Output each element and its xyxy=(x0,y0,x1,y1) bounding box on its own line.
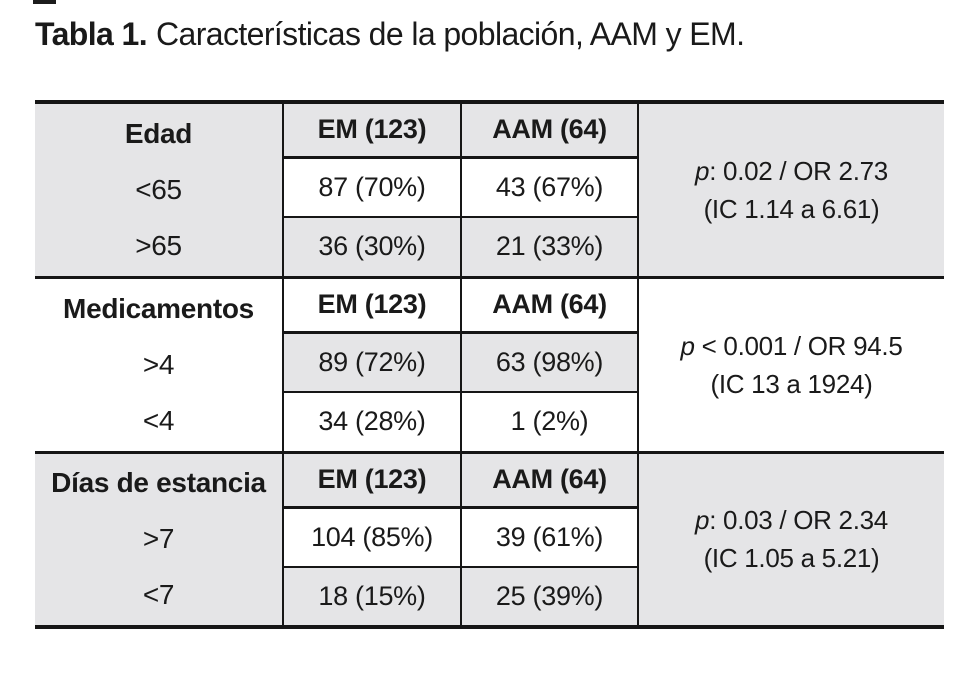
cell-value: 89 (72%) xyxy=(283,332,462,393)
stats-cell-edad: p: 0.02 / OR 2.73 (IC 1.14 a 6.61) xyxy=(638,102,944,277)
stats-line-1: p: 0.02 / OR 2.73 xyxy=(639,152,944,190)
row-label-title: Medicamentos xyxy=(63,292,254,324)
row-label-sub: >4 xyxy=(142,348,175,380)
column-header-em: EM (123) xyxy=(283,452,462,509)
cell-value: 36 (30%) xyxy=(283,217,462,277)
cell-value: 34 (28%) xyxy=(283,392,462,452)
table-group-medicamentos: Medicamentos >4 <4 EM (123) AAM (64) p <… xyxy=(35,277,944,452)
table-caption-text: Características de la población, AAM y E… xyxy=(155,16,745,52)
row-label-edad: Edad <65 >65 xyxy=(35,102,284,277)
stats-values: < 0.001 / OR 94.5 xyxy=(694,330,903,361)
stats-values: : 0.02 / OR 2.73 xyxy=(709,155,888,186)
row-label-sub: >65 xyxy=(135,229,182,261)
column-header-em: EM (123) xyxy=(283,277,462,334)
stats-line-1: p: 0.03 / OR 2.34 xyxy=(639,501,944,539)
table-group-edad: Edad <65 >65 EM (123) AAM (64) p: 0.02 /… xyxy=(35,102,944,277)
column-header-em: EM (123) xyxy=(283,102,462,159)
column-header-aam: AAM (64) xyxy=(461,102,639,159)
p-symbol: p xyxy=(695,505,710,536)
stats-line-2: (IC 1.05 a 5.21) xyxy=(703,543,880,574)
p-symbol: p xyxy=(695,155,710,186)
cell-value: 25 (39%) xyxy=(461,567,639,627)
stats-values: : 0.03 / OR 2.34 xyxy=(709,505,888,536)
characteristics-table: Edad <65 >65 EM (123) AAM (64) p: 0.02 /… xyxy=(35,100,944,629)
stats-line-1: p < 0.001 / OR 94.5 xyxy=(639,327,944,365)
cell-value: 39 (61%) xyxy=(461,507,639,568)
column-header-aam: AAM (64) xyxy=(461,452,639,509)
row-label-sub: <7 xyxy=(142,579,175,611)
cell-value: 87 (70%) xyxy=(283,157,462,218)
row-label-sub: <4 xyxy=(142,404,175,436)
table-caption-number: Tabla 1. xyxy=(35,16,148,52)
stats-cell-dias-de-estancia: p: 0.03 / OR 2.34 (IC 1.05 a 5.21) xyxy=(638,452,944,627)
scan-artifact xyxy=(33,0,56,4)
stats-cell-medicamentos: p < 0.001 / OR 94.5 (IC 13 a 1924) xyxy=(638,277,944,452)
p-symbol: p xyxy=(680,330,695,361)
cell-value: 1 (2%) xyxy=(461,392,639,452)
stats-line-2: (IC 13 a 1924) xyxy=(710,368,873,399)
table-group-dias-de-estancia: Días de estancia >7 <7 EM (123) AAM (64)… xyxy=(35,452,944,627)
row-label-title: Días de estancia xyxy=(51,467,266,499)
row-label-medicamentos: Medicamentos >4 <4 xyxy=(35,277,284,452)
row-label-dias-de-estancia: Días de estancia >7 <7 xyxy=(35,452,284,627)
column-header-aam: AAM (64) xyxy=(461,277,639,334)
table-caption: Tabla 1. Características de la población,… xyxy=(35,16,745,53)
row-label-sub: <65 xyxy=(135,173,182,205)
cell-value: 104 (85%) xyxy=(283,507,462,568)
stats-line-2: (IC 1.14 a 6.61) xyxy=(703,193,880,224)
cell-value: 18 (15%) xyxy=(283,567,462,627)
cell-value: 21 (33%) xyxy=(461,217,639,277)
row-label-title: Edad xyxy=(124,117,193,149)
cell-value: 43 (67%) xyxy=(461,157,639,218)
row-label-sub: >7 xyxy=(142,523,175,555)
cell-value: 63 (98%) xyxy=(461,332,639,393)
